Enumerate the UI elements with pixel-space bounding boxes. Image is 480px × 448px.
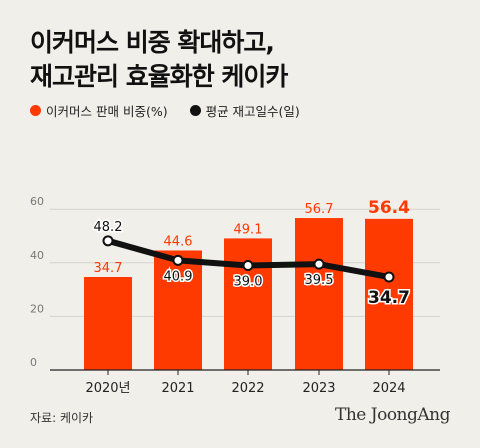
y-tick-label-60: 60 [30, 195, 44, 208]
line-point-2020년 [102, 235, 114, 247]
x-tick-label-2023: 2023 [302, 381, 335, 396]
bar-2023 [295, 218, 343, 370]
legend-item-bar: 이커머스 판매 비중(%) [30, 101, 168, 120]
y-tick-label-40: 40 [30, 249, 44, 262]
line-value-label-2020년: 48.2 [94, 220, 123, 235]
bar-value-label-2022: 49.1 [234, 222, 263, 237]
y-tick-label-20: 20 [30, 302, 44, 315]
title-line-2: 재고관리 효율화한 케이카 [30, 62, 288, 91]
chart-title: 이커머스 비중 확대하고, 재고관리 효율화한 케이카 [30, 26, 288, 94]
bar-value-label-2024: 56.4 [368, 198, 410, 218]
source-note: 자료: 케이카 [30, 411, 94, 425]
title-line-1: 이커머스 비중 확대하고, [30, 28, 275, 57]
line-value-label-2023: 39.5 [305, 273, 334, 288]
x-tick-label-2024: 2024 [372, 381, 405, 396]
bar-2021 [154, 250, 202, 370]
bar-2022 [224, 238, 272, 370]
line-value-label-2022: 39.0 [234, 274, 263, 289]
legend-bar-label: 이커머스 판매 비중(%) [46, 104, 168, 119]
legend-line-label: 평균 재고일수(일) [205, 104, 300, 119]
legend-bar-swatch [30, 105, 41, 116]
line-point-2024 [383, 271, 395, 283]
bar-value-label-2021: 44.6 [164, 234, 193, 249]
legend-line-swatch [189, 105, 201, 116]
legend: 이커머스 판매 비중(%) 평균 재고일수(일) [30, 101, 322, 120]
x-tick-label-2022: 2022 [231, 381, 264, 396]
line-value-label-2024: 34.7 [368, 288, 410, 308]
bar-2024 [365, 218, 413, 370]
bar-value-label-2020년: 34.7 [94, 261, 123, 276]
legend-item-line: 평균 재고일수(일) [189, 101, 300, 120]
line-value-label-2021: 40.9 [164, 269, 193, 284]
x-tick-label-2021: 2021 [161, 381, 194, 396]
brand-logo: The JoongAng [335, 405, 450, 425]
line-point-2022 [242, 259, 254, 271]
bar-2020년 [84, 277, 132, 370]
y-tick-label-0: 0 [30, 356, 37, 369]
line-point-2023 [313, 258, 325, 270]
x-tick-label-2020년: 2020년 [85, 381, 130, 396]
line-point-2021 [172, 254, 184, 266]
bar-value-label-2023: 56.7 [305, 202, 334, 217]
